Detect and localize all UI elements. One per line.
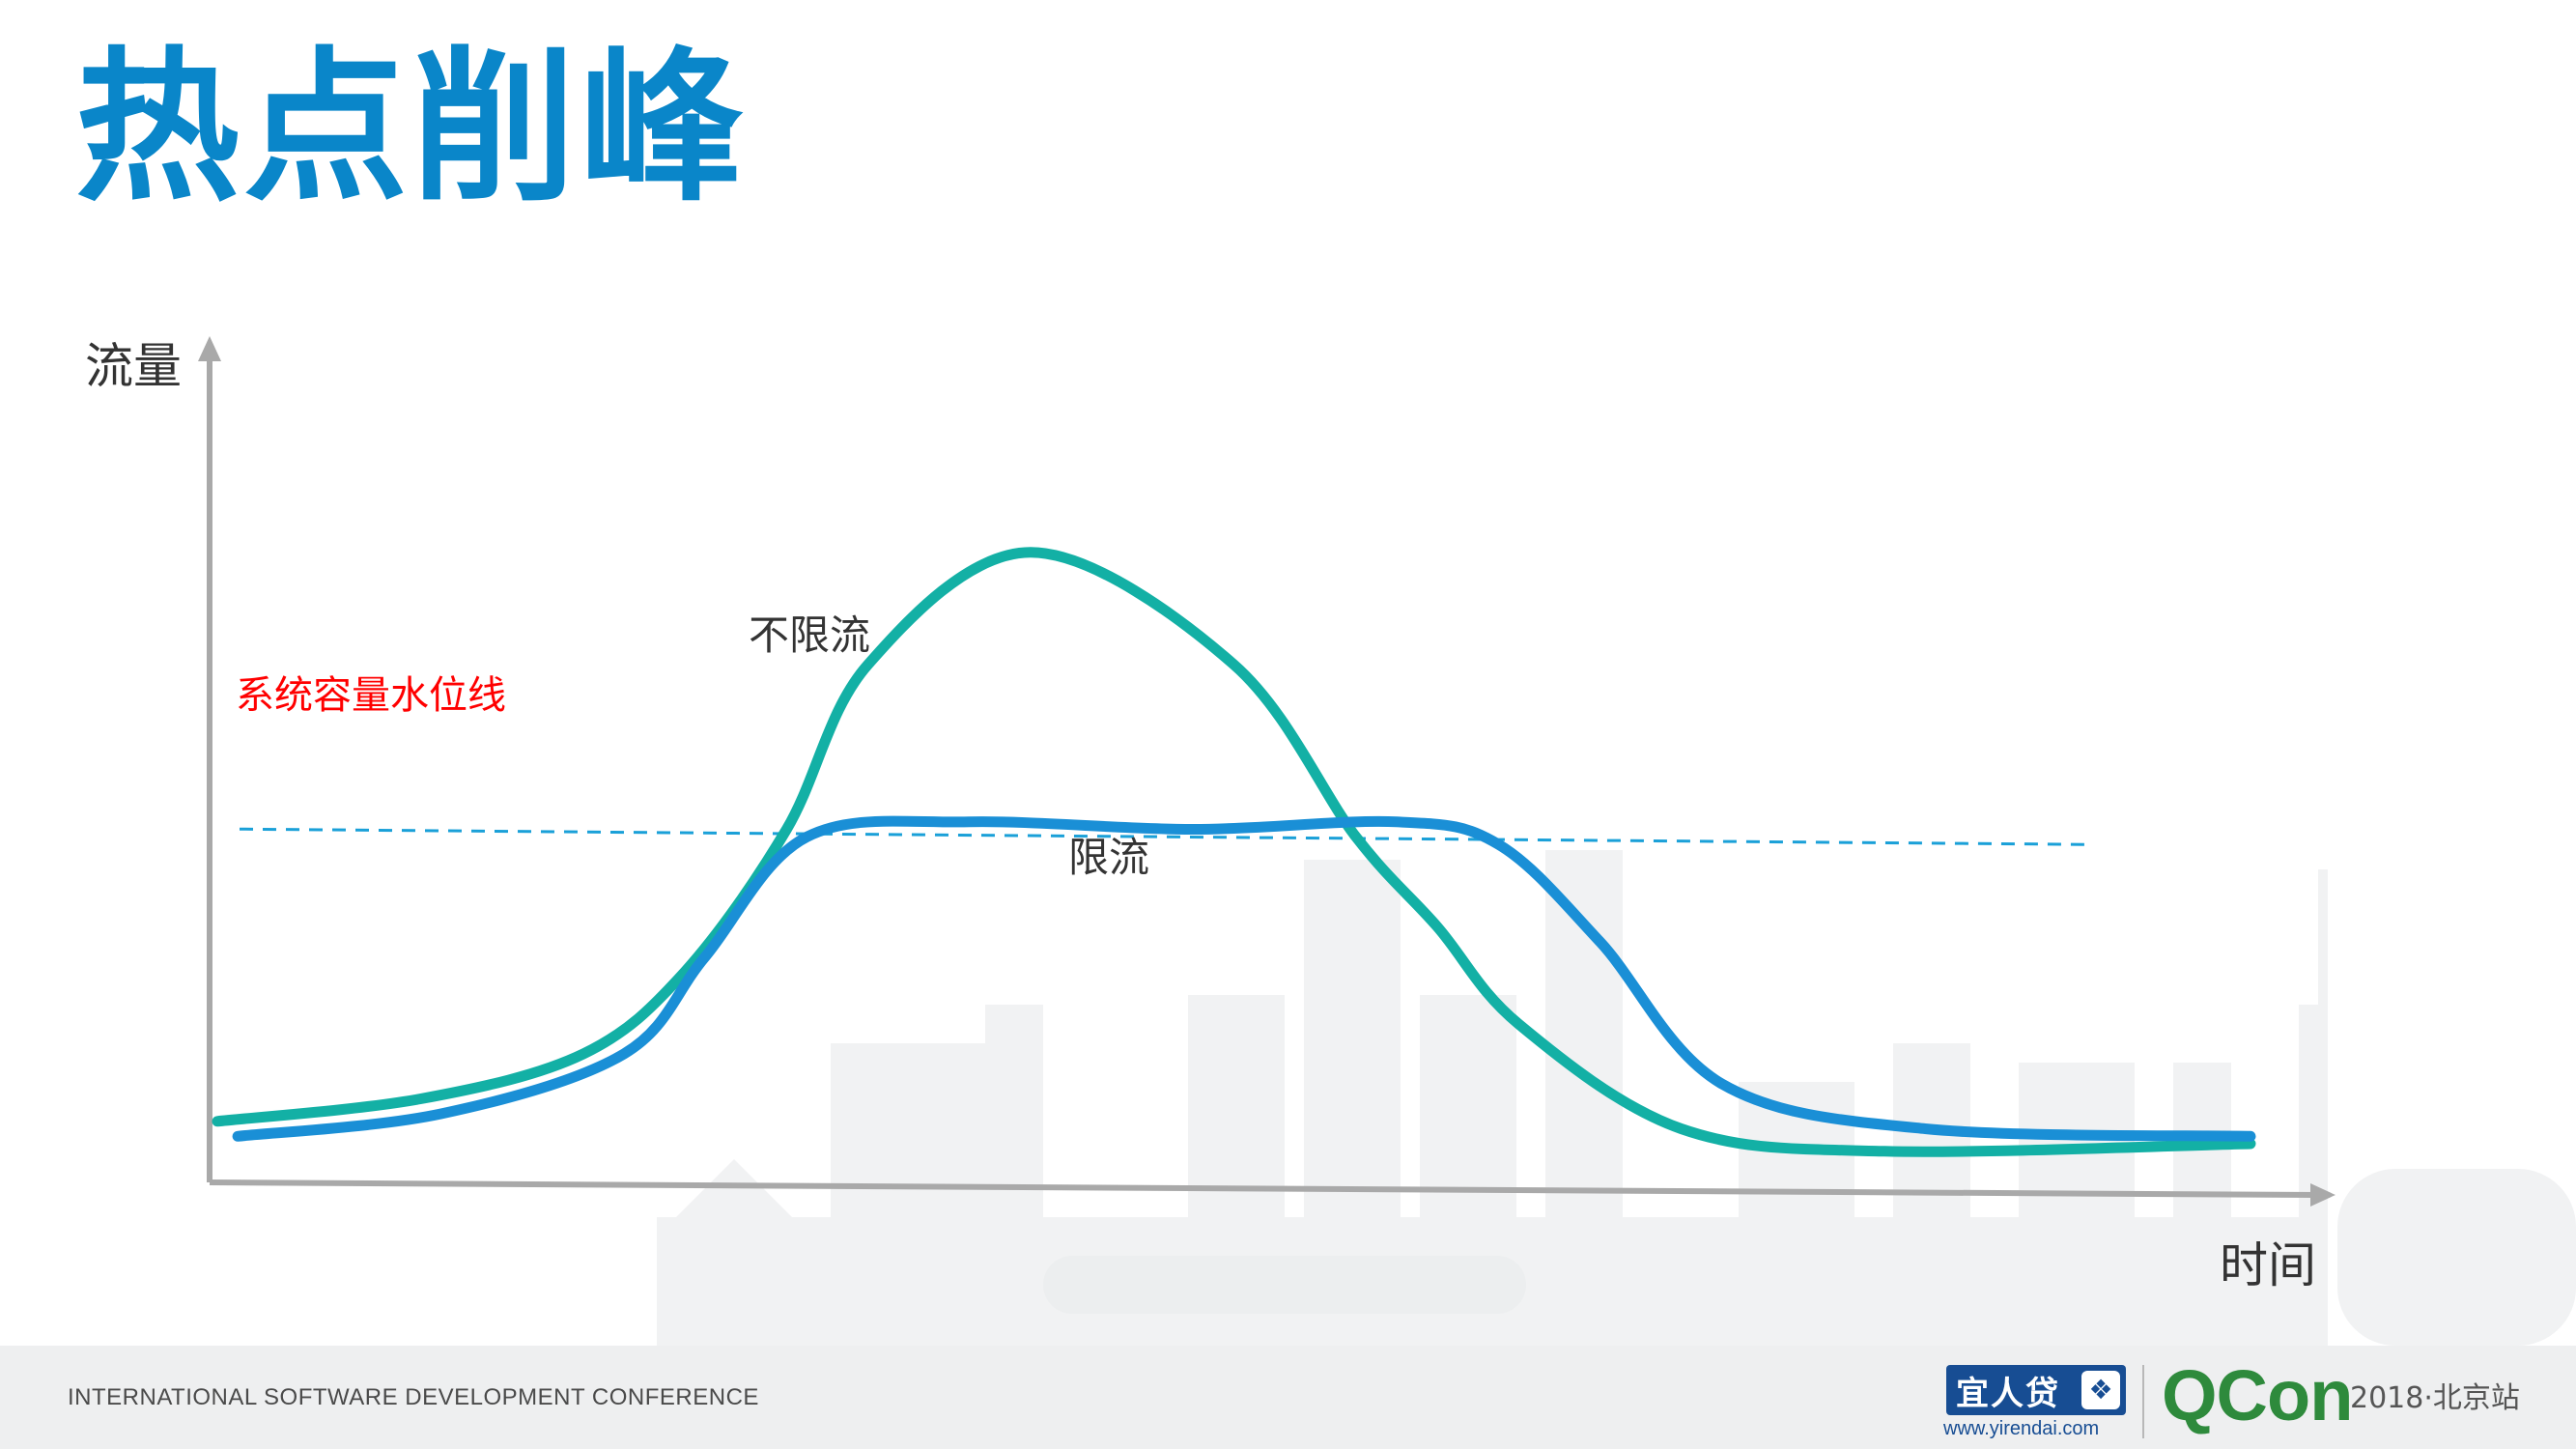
series-unlimited-line <box>212 547 2256 1157</box>
event-edition: 2018·北京站 <box>2350 1381 2520 1415</box>
capacity-threshold-line <box>239 827 2092 846</box>
x-axis <box>209 1179 2319 1198</box>
x-axis-label: 时间 <box>2220 1237 2316 1293</box>
skyline-background <box>657 850 2576 1346</box>
series-limited-label: 限流 <box>1068 834 1149 881</box>
y-axis-label: 流量 <box>85 338 182 394</box>
footer-divider <box>2142 1365 2144 1438</box>
slide-title: 热点削峰 <box>75 33 749 224</box>
x-axis-arrow <box>2310 1183 2335 1207</box>
y-axis-arrow <box>198 336 221 361</box>
chart: 流量 时间 系统容量水位线 不限流 限流 <box>85 336 2576 1346</box>
footer-bar <box>0 1346 2576 1449</box>
series-limited-line <box>232 815 2256 1142</box>
family-icon: ❖ <box>2081 1371 2120 1409</box>
sponsor-name: 宜人贷 <box>1956 1374 2060 1413</box>
qcon-logo: QCon <box>2162 1355 2353 1435</box>
capacity-threshold-label: 系统容量水位线 <box>236 673 506 718</box>
axes <box>207 352 2319 1198</box>
series-unlimited-label: 不限流 <box>749 611 870 659</box>
conference-name: INTERNATIONAL SOFTWARE DEVELOPMENT CONFE… <box>68 1384 759 1410</box>
sponsor-url: www.yirendai.com <box>1943 1418 2100 1439</box>
sponsor-logo: 宜人贷 ❖ <box>1946 1365 2126 1415</box>
